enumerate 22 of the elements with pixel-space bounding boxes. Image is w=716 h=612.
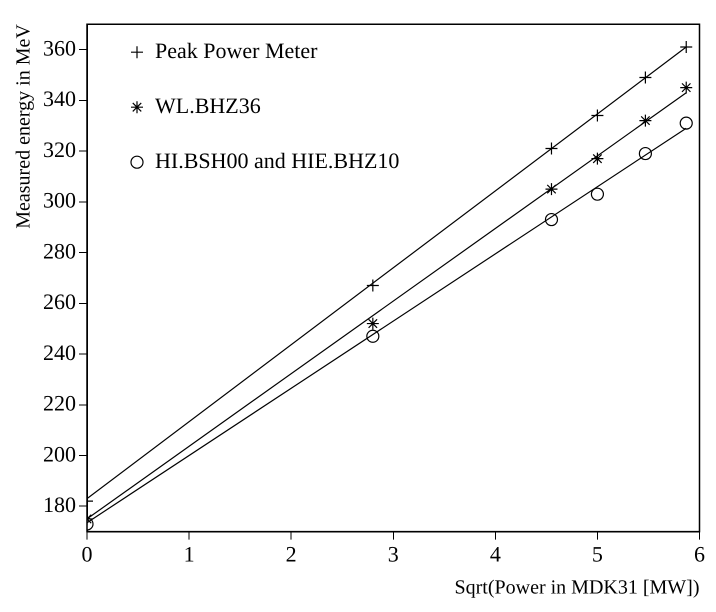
y-tick-label: 240 <box>43 340 76 365</box>
y-tick-label: 200 <box>43 441 76 466</box>
x-tick-label: 4 <box>490 542 501 567</box>
x-tick-label: 1 <box>184 542 195 567</box>
x-tick-label: 6 <box>694 542 705 567</box>
x-axis-title: Sqrt(Power in MDK31 [MW]) <box>454 576 700 598</box>
y-tick-label: 340 <box>43 86 76 112</box>
legend-label: Peak Power Meter <box>155 38 318 63</box>
y-tick-label: 220 <box>43 390 76 416</box>
legend-label: WL.BHZ36 <box>155 92 261 118</box>
y-tick-label: 260 <box>43 289 76 314</box>
x-tick-label: 0 <box>82 542 92 567</box>
x-tick-label: 3 <box>388 542 399 567</box>
x-tick-label: 5 <box>592 542 603 567</box>
y-tick-label: 360 <box>43 35 76 60</box>
y-tick-label: 320 <box>43 136 76 162</box>
y-tick-label: 280 <box>43 238 76 264</box>
y-tick-label: 300 <box>43 188 76 213</box>
x-tick-label: 2 <box>286 542 297 567</box>
y-axis-title: Measured energy in MeV <box>12 24 34 229</box>
y-tick-label: 180 <box>43 492 76 518</box>
legend-label: HI.BSH00 and HIE.BHZ10 <box>155 148 400 173</box>
